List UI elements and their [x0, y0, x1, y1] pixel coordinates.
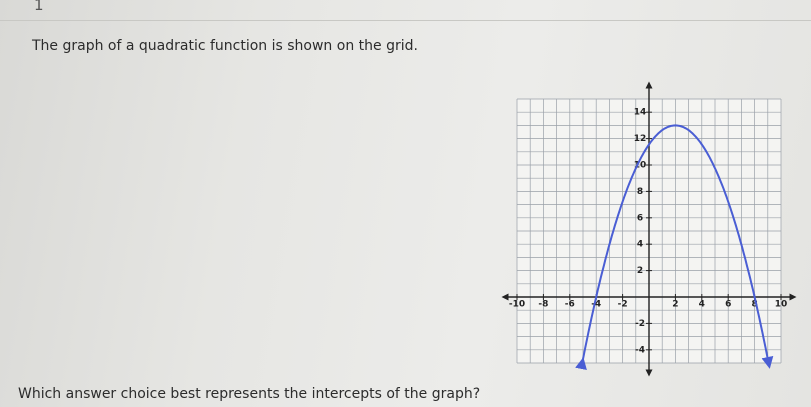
- question-prompt: The graph of a quadratic function is sho…: [32, 38, 418, 54]
- x-tick-label: 2: [672, 300, 678, 310]
- x-tick-label: -10: [509, 300, 525, 310]
- x-tick-label: -4: [591, 300, 601, 310]
- x-tick-label: -8: [538, 300, 548, 310]
- x-tick-label: 4: [699, 300, 705, 310]
- y-tick-label: 14: [634, 108, 647, 118]
- x-tick-label: -6: [565, 300, 575, 310]
- y-tick-label: 10: [634, 161, 647, 171]
- y-tick-label: -2: [635, 319, 645, 329]
- parabola: [575, 124, 774, 371]
- question-number: 1: [34, 0, 44, 14]
- y-tick-label: 4: [637, 240, 643, 250]
- x-tick-label: 6: [725, 300, 731, 310]
- x-tick-label: 8: [751, 300, 757, 310]
- x-tick-label: 10: [775, 300, 788, 310]
- x-tick-label: -2: [618, 300, 628, 310]
- y-tick-label: 12: [634, 134, 647, 144]
- y-tick-label: -4: [635, 345, 645, 355]
- question-ask: Which answer choice best represents the …: [18, 386, 481, 402]
- divider: [0, 20, 811, 21]
- y-tick-label: 2: [637, 266, 643, 276]
- y-tick-label: 8: [637, 187, 643, 197]
- y-tick-label: 6: [637, 213, 643, 223]
